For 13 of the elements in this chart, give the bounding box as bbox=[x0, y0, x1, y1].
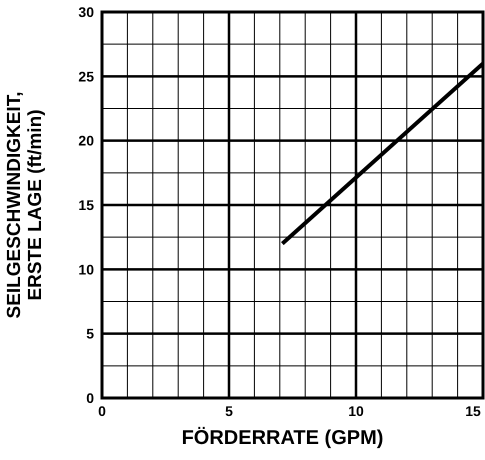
x-tick-label: 15 bbox=[465, 403, 481, 419]
y-axis-title: SEILGESCHWINDIGKEIT, ERSTE LAGE (ft/min) bbox=[4, 92, 46, 318]
y-tick-label: 0 bbox=[86, 390, 94, 406]
x-tick-label: 0 bbox=[98, 403, 106, 419]
y-tick-label: 5 bbox=[86, 326, 94, 342]
x-axis-title: FÖRDERRATE (GPM) bbox=[182, 426, 384, 449]
x-tick-label: 5 bbox=[225, 403, 234, 419]
y-tick-label: 10 bbox=[78, 261, 94, 278]
y-tick-label: 15 bbox=[78, 197, 94, 213]
y-tick-label: 25 bbox=[78, 68, 94, 84]
y-tick-label: 30 bbox=[78, 4, 94, 20]
y-tick-label: 20 bbox=[78, 132, 94, 149]
x-tick-label: 10 bbox=[348, 403, 364, 419]
